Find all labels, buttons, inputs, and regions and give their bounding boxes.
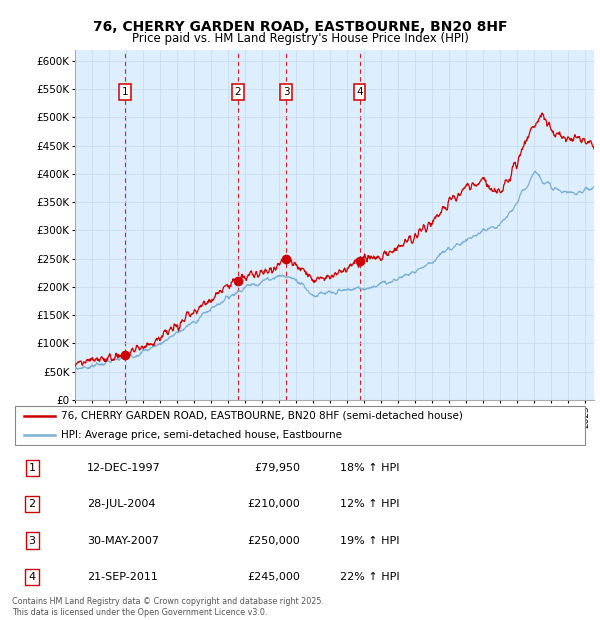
- Text: 22% ↑ HPI: 22% ↑ HPI: [340, 572, 400, 582]
- Text: 3: 3: [29, 536, 35, 546]
- Text: 2: 2: [235, 87, 241, 97]
- Text: 28-JUL-2004: 28-JUL-2004: [87, 499, 155, 509]
- Text: 76, CHERRY GARDEN ROAD, EASTBOURNE, BN20 8HF: 76, CHERRY GARDEN ROAD, EASTBOURNE, BN20…: [93, 20, 507, 34]
- Text: Price paid vs. HM Land Registry's House Price Index (HPI): Price paid vs. HM Land Registry's House …: [131, 32, 469, 45]
- Text: £250,000: £250,000: [247, 536, 300, 546]
- Text: 12-DEC-1997: 12-DEC-1997: [87, 463, 161, 472]
- FancyBboxPatch shape: [15, 406, 585, 445]
- Text: 1: 1: [29, 463, 35, 472]
- Text: £79,950: £79,950: [254, 463, 300, 472]
- Text: 2: 2: [29, 499, 36, 509]
- Text: HPI: Average price, semi-detached house, Eastbourne: HPI: Average price, semi-detached house,…: [61, 430, 342, 440]
- Text: 4: 4: [29, 572, 36, 582]
- Text: £245,000: £245,000: [247, 572, 300, 582]
- Text: 18% ↑ HPI: 18% ↑ HPI: [340, 463, 400, 472]
- Text: Contains HM Land Registry data © Crown copyright and database right 2025.
This d: Contains HM Land Registry data © Crown c…: [12, 598, 324, 617]
- Text: 4: 4: [356, 87, 363, 97]
- Text: 21-SEP-2011: 21-SEP-2011: [87, 572, 158, 582]
- Text: 19% ↑ HPI: 19% ↑ HPI: [340, 536, 400, 546]
- Text: 30-MAY-2007: 30-MAY-2007: [87, 536, 159, 546]
- Text: 76, CHERRY GARDEN ROAD, EASTBOURNE, BN20 8HF (semi-detached house): 76, CHERRY GARDEN ROAD, EASTBOURNE, BN20…: [61, 410, 463, 420]
- Text: 1: 1: [122, 87, 128, 97]
- Text: £210,000: £210,000: [247, 499, 300, 509]
- Text: 12% ↑ HPI: 12% ↑ HPI: [340, 499, 400, 509]
- Text: 3: 3: [283, 87, 289, 97]
